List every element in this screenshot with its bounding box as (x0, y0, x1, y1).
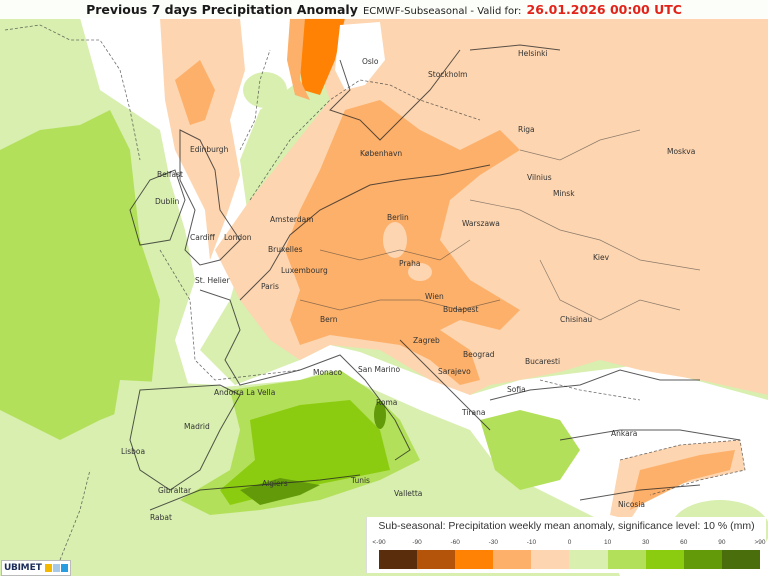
city-label: Dublin (155, 197, 180, 206)
city-label: Ankara (611, 429, 638, 438)
city-label: Luxembourg (281, 266, 328, 275)
ubimet-logo: UBI MET (1, 560, 71, 576)
city-label: Chisinau (560, 315, 593, 324)
city-label: Bruxelles (268, 245, 303, 254)
city-label: Lisboa (121, 447, 146, 456)
city-label: Berlin (387, 213, 409, 222)
legend-swatch (455, 550, 494, 569)
legend-tick: 60 (680, 539, 688, 546)
legend-swatch (721, 550, 760, 569)
city-label: Kiev (593, 253, 610, 262)
city-label: Monaco (313, 368, 343, 377)
city-label: Tunis (351, 476, 370, 485)
city-label: Beograd (463, 350, 495, 359)
city-label: Minsk (553, 189, 575, 198)
legend-tick: 0 (567, 539, 572, 546)
city-label: Sarajevo (438, 367, 471, 376)
legend-swatch (417, 550, 456, 569)
cloud-icon (52, 564, 60, 572)
legend-tick: -60 (450, 539, 460, 546)
city-label: Andorra La Vella (214, 388, 276, 397)
city-label: Bern (320, 315, 338, 324)
city-label: Nicosia (618, 500, 645, 509)
legend-tick: 10 (603, 539, 612, 546)
city-label: Moskva (667, 147, 696, 156)
city-label: Oslo (362, 57, 379, 66)
city-label: Helsinki (518, 49, 548, 58)
legend-swatch (493, 550, 532, 569)
city-label: Algiers (262, 479, 288, 488)
legend-swatch (607, 550, 646, 569)
city-label: Rabat (150, 513, 172, 522)
legend-tick: -90 (412, 539, 422, 546)
legend-tick: >90 (754, 539, 766, 546)
legend-tick: -30 (488, 539, 498, 546)
city-label: St. Helier (195, 276, 230, 285)
legend-tick: -10 (526, 539, 537, 546)
city-label: Praha (399, 259, 421, 268)
city-label: Roma (376, 398, 398, 407)
city-label: Cardiff (190, 233, 215, 242)
legend-tick: <-90 (372, 539, 386, 546)
map-title-bar: Previous 7 days Precipitation Anomaly EC… (0, 0, 768, 19)
city-label: Madrid (184, 422, 210, 431)
valid-time: 26.01.2026 00:00 UTC (526, 2, 682, 17)
logo-text-ubi: UBI (4, 563, 21, 573)
city-label: Valletta (394, 489, 423, 498)
city-label: København (360, 149, 403, 158)
city-label: Zagreb (413, 336, 440, 345)
legend-tick-labels: <-90 -90 -60 -30 -10 0 10 30 60 90 >90 (367, 539, 766, 549)
city-label: Stockholm (428, 70, 468, 79)
city-label: Belfast (157, 170, 183, 179)
city-label: Edinburgh (190, 145, 229, 154)
legend-tick: 90 (718, 539, 726, 546)
legend-tick: 30 (642, 539, 650, 546)
city-label: Tirana (462, 408, 486, 417)
legend-swatch (683, 550, 722, 569)
map-subtitle: ECMWF-Subseasonal - Valid for: (362, 6, 522, 17)
legend-swatch (569, 550, 608, 569)
city-label: San Marino (358, 365, 401, 374)
legend-color-bar (379, 550, 760, 569)
city-label: Paris (261, 282, 279, 291)
city-label: Vilnius (527, 173, 552, 182)
legend-swatch (531, 550, 570, 569)
logo-text-met: MET (20, 563, 42, 573)
city-label: London (224, 233, 252, 242)
city-label: Warszawa (462, 219, 500, 228)
city-label: Bucaresti (525, 357, 561, 366)
sun-icon (44, 564, 52, 572)
map-title: Previous 7 days Precipitation Anomaly (86, 2, 358, 17)
city-label: Amsterdam (270, 215, 314, 224)
city-label: Riga (518, 125, 535, 134)
color-legend: Sub-seasonal: Precipitation weekly mean … (366, 517, 766, 573)
city-label: Gibraltar (158, 486, 192, 495)
city-label: Sofia (507, 385, 526, 394)
city-label: Budapest (443, 305, 479, 314)
legend-swatch (645, 550, 684, 569)
rain-icon (60, 564, 68, 572)
legend-title: Sub-seasonal: Precipitation weekly mean … (378, 520, 755, 532)
logo-weather-icons (44, 564, 68, 572)
legend-swatch (379, 550, 418, 569)
city-label: Wien (425, 292, 444, 301)
